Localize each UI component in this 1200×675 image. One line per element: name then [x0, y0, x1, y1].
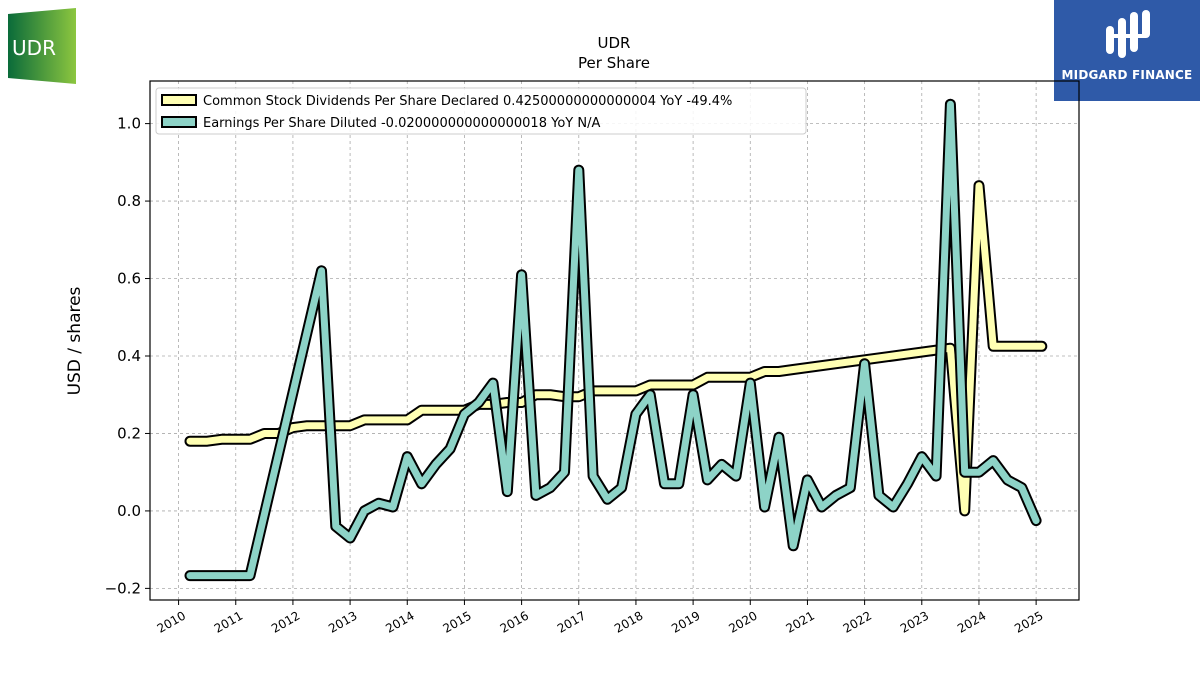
y-tick-label: −0.2 [105, 579, 141, 597]
x-tick-label: 2023 [898, 608, 931, 635]
x-tick-label: 2016 [498, 608, 531, 635]
x-tick-label: 2020 [726, 608, 759, 635]
udr-logo-graphic: UDR [8, 8, 76, 84]
legend: Common Stock Dividends Per Share Declare… [155, 87, 807, 135]
udr-logo: UDR [8, 8, 76, 84]
y-tick-label: 0.6 [117, 270, 141, 288]
legend-label: Earnings Per Share Diluted -0.0200000000… [203, 116, 600, 131]
series-line [186, 100, 1040, 580]
x-tick-label: 2025 [1012, 608, 1045, 635]
chart-subtitle: Per Share [578, 54, 650, 72]
x-tick-label: 2024 [955, 608, 988, 635]
x-tick-label: 2015 [440, 608, 473, 635]
udr-logo-text: UDR [12, 36, 56, 60]
legend-swatch [161, 116, 197, 128]
y-tick-label: 0.4 [117, 347, 141, 365]
midgard-logo-text: MIDGARD FINANCE [1061, 68, 1193, 82]
x-tick-label: 2022 [841, 608, 874, 635]
y-tick-label: 0.8 [117, 192, 141, 210]
series-line [186, 182, 1046, 515]
y-axis-label: USD / shares [65, 286, 85, 395]
series-2 [184, 98, 1042, 582]
x-tick-label: 2014 [383, 608, 416, 635]
midgard-finance-logo: MIDGARD FINANCE [1054, 0, 1200, 101]
y-tick-label: 1.0 [117, 115, 141, 133]
chart-title: UDR [598, 34, 631, 52]
legend-box [155, 87, 807, 135]
plot-frame [149, 80, 1080, 601]
series-line-outline [184, 98, 1042, 582]
series-layer [184, 98, 1048, 582]
x-tick-label: 2017 [555, 608, 588, 635]
x-axis: 2010 2011 2012 2013 2014 2015 2016 2017 2018 2019… [155, 600, 1046, 636]
series-1 [184, 180, 1048, 517]
y-axis: −0.2 0.0 0.2 0.4 0.6 0.8 1.0 [105, 115, 150, 597]
x-tick-label: 2012 [269, 608, 302, 635]
midgard-emblem-icon [1106, 10, 1150, 58]
x-tick-label: 2011 [212, 608, 245, 635]
x-tick-label: 2010 [155, 608, 188, 635]
x-tick-label: 2019 [669, 608, 702, 635]
legend-swatch [161, 94, 197, 106]
legend-label: Common Stock Dividends Per Share Declare… [203, 94, 732, 109]
x-tick-label: 2021 [783, 608, 816, 635]
x-tick-label: 2018 [612, 608, 645, 635]
y-tick-label: 0.0 [117, 502, 141, 520]
x-tick-label: 2013 [326, 608, 359, 635]
y-tick-label: 0.2 [117, 424, 141, 442]
